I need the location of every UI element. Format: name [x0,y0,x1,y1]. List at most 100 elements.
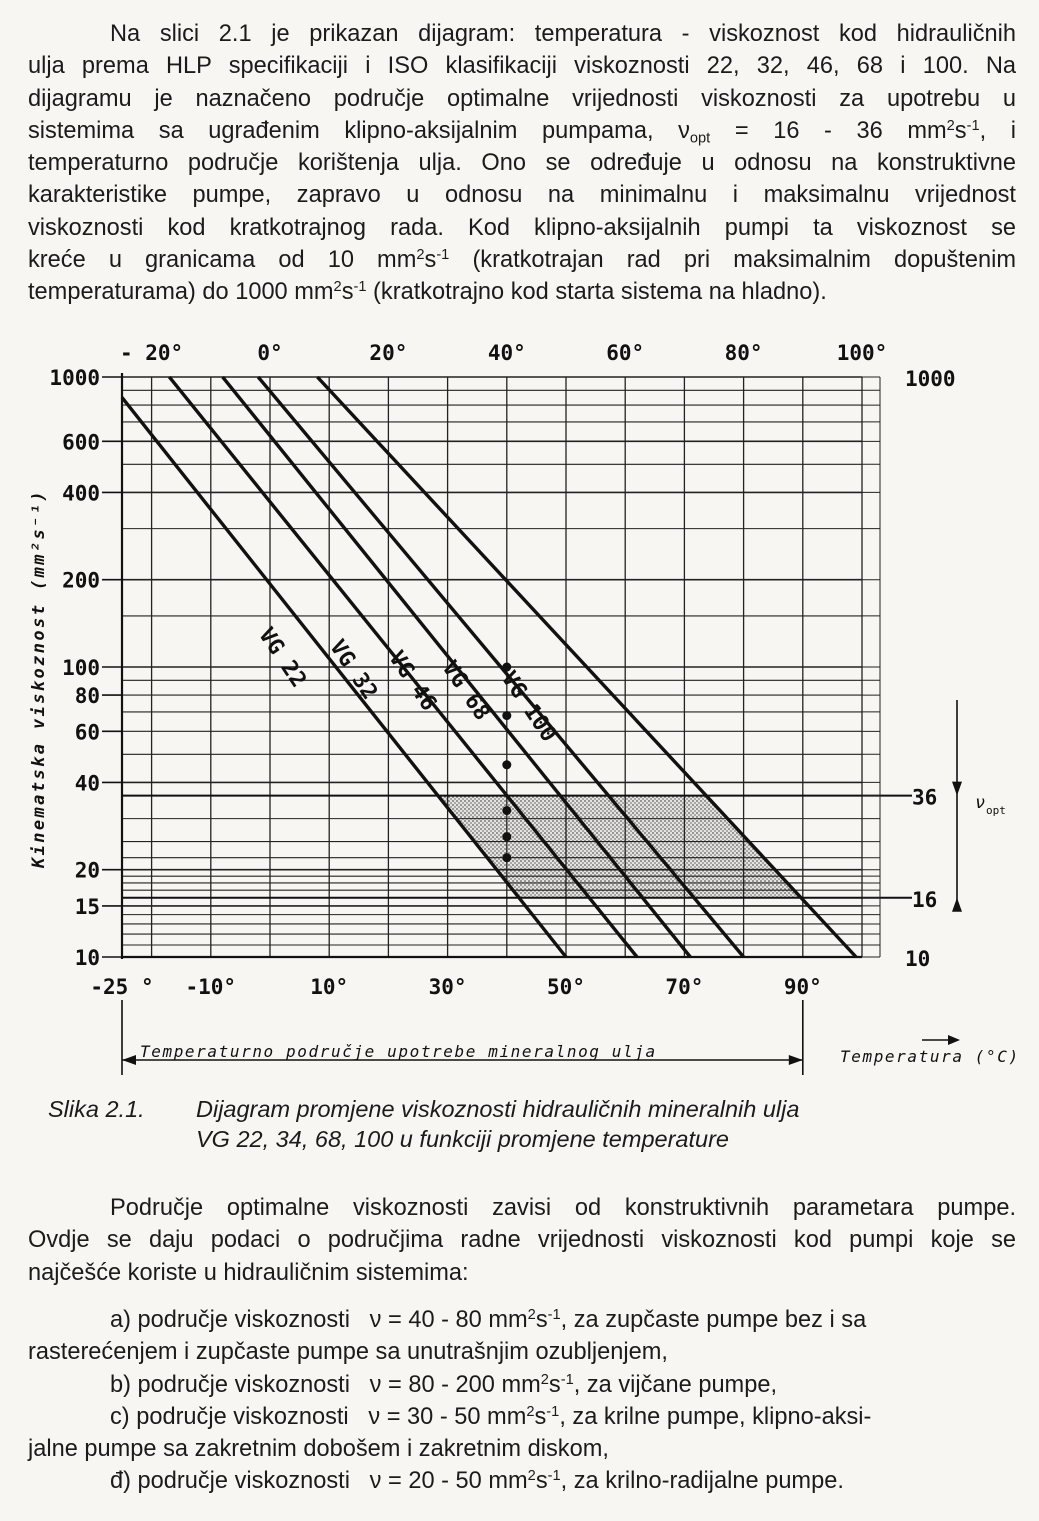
temp-range-arrow-left [122,1055,136,1065]
intro-text: , i [979,117,1016,144]
x-tick-label-top: 0° [257,341,282,365]
temp-range-arrow-right [788,1055,803,1065]
x-tick-label-bottom: 30° [429,975,467,999]
item-value: ν = 80 - 200 mm [369,1371,541,1398]
marked-point [502,853,512,863]
intro-text: (kratkotrajno kod starta sistema na hlad… [366,279,827,306]
y-tick-label-left: 15 [75,895,100,919]
x-tick-label-bottom: 90° [784,975,822,999]
list-item-continuation: jalne pumpe sa zakretnim dobošem i zakre… [28,1436,609,1463]
y-tick-label-left: 20 [75,859,100,883]
nu-opt-value: = 16 - 36 mm [710,117,947,144]
x-tick-label-top: 80° [725,341,763,365]
unit-s: s [954,117,967,144]
unit-sup: 2 [946,117,955,134]
unit-sup: 2 [526,1403,535,1420]
intro-paragraph: Na slici 2.1 je prikazan dijagram: tempe… [28,18,1016,309]
y-tick-label-left: 100 [62,656,100,680]
item-value: ν = 20 - 50 mm [369,1468,528,1495]
intro-line: temperaturno područje korištenja ulja. O… [28,150,1016,177]
x-tick-label-bottom: 10° [310,975,348,999]
item-prefix: a) područje viskoznosti [110,1307,350,1333]
x-tick-label-bottom: 50° [547,975,585,999]
x-tick-label-bottom: -25 ° [90,975,153,999]
marked-point [502,711,512,721]
unit-sup: 2 [527,1468,536,1485]
unit-sup: 2 [540,1371,549,1388]
nu-opt-label-sub: opt [986,804,1006,817]
nu-opt-subscript: opt [689,130,711,147]
unit-sup: -1 [547,1306,561,1323]
unit-sup: 2 [527,1306,536,1323]
viscosity-grade-line [256,375,745,959]
y-axis-title: Kinematska viskoznost (mm²s⁻¹) [29,489,49,869]
after-line: Područje optimalne viskoznosti zavisi od… [110,1195,1016,1221]
after-line: najčešće koriste u hidrauličnim sistemim… [28,1259,469,1286]
x-tick-label-top: 20° [369,341,407,365]
item-value: ν = 40 - 80 mm [369,1307,528,1333]
y-tick-label-right: 10 [905,947,930,971]
unit-sup: -1 [546,1403,560,1420]
x-tick-label-bottom: 70° [665,975,703,999]
series-label: VG 32 [324,636,382,705]
unit-s: s [424,247,437,274]
x-tick-label-top: 40° [488,341,526,365]
marked-point [502,662,512,672]
unit-s: s [341,279,354,306]
list-item: a) područje viskoznosti ν = 40 - 80 mm2s… [28,1304,1016,1336]
unit-s: s [535,1307,548,1333]
y-tick-label-right: 16 [912,888,937,912]
intro-text: (kratkotrajan rad pri maksimalnim dopušt… [449,247,1016,274]
marked-point [502,832,512,842]
item-value: ν = 30 - 50 mm [368,1403,527,1430]
intro-text: temperaturama) do 1000 mm [28,279,334,306]
unit-s: s [548,1371,561,1398]
marked-point [502,806,512,816]
y-tick-label-left: 200 [62,569,100,593]
viscosity-grade-line [168,375,639,959]
y-tick-label-right: 1000 [905,367,956,391]
series-label: VG 46 [383,647,441,716]
caption-label: Slika 2.1. [48,1096,145,1122]
unit-s: s [535,1468,548,1495]
nu-opt-label: ν [975,793,985,813]
series-label: VG 22 [253,623,311,692]
y-tick-label-left: 60 [75,720,100,744]
item-after: , za krilne pumpe, klipno-aksi- [559,1403,872,1430]
unit-sup: 2 [416,247,425,264]
unit-sup: -1 [966,117,980,134]
intro-line: dijagramu je naznačeno područje optimaln… [28,85,1016,112]
temp-range-label: Temperaturno područje upotrebe mineralno… [140,1042,657,1061]
unit-s: s [534,1403,547,1430]
intro-line: karakteristike pumpe, zapravo u odnosu n… [28,182,1016,209]
intro-line-nu-opt: sistemima sa ugrađenim klipno-aksijalnim… [28,115,1016,147]
x-tick-label-top: - 20° [120,341,183,365]
y-tick-label-left: 400 [62,481,100,505]
unit-sup: -1 [353,279,367,296]
series-label: VG 100 [496,667,561,747]
unit-sup: -1 [436,247,450,264]
item-prefix: c) područje viskoznosti [110,1403,349,1430]
marked-point [502,760,512,770]
viscosity-grade-line [316,375,858,959]
y-tick-label-right: 36 [912,786,937,810]
x-tick-label-bottom: -10° [186,975,237,999]
caption-text: Dijagram promjene viskoznosti hidrauličn… [196,1094,996,1154]
intro-text: kreće u granicama od 10 mm [28,247,417,274]
unit-sup: 2 [333,279,342,296]
viscosity-range-list: a) područje viskoznosti ν = 40 - 80 mm2s… [28,1304,1016,1498]
after-line: Ovdje se daju podaci o područjima radne … [28,1227,1016,1254]
x-tick-label-top: 100° [837,341,888,365]
viscosity-grade-line [221,375,692,959]
item-after: , za vijčane pumpe, [573,1371,778,1398]
intro-line: viskoznosti kod kratkotrajnog rada. Kod … [28,214,1016,241]
y-tick-label-left: 1000 [49,366,100,390]
intro-line: Na slici 2.1 je prikazan dijagram: tempe… [110,21,1016,47]
nu-opt-arrow-up [952,897,962,912]
y-tick-label-left: 10 [75,946,100,970]
intro-line: kreće u granicama od 10 mm2s-1 (kratkotr… [28,244,1016,276]
list-item: c) područje viskoznosti ν = 30 - 50 mm2s… [28,1401,1016,1433]
nu-opt-arrow-down [952,781,962,796]
intro-line: ulja prema HLP specifikaciji i ISO klasi… [28,53,1016,80]
